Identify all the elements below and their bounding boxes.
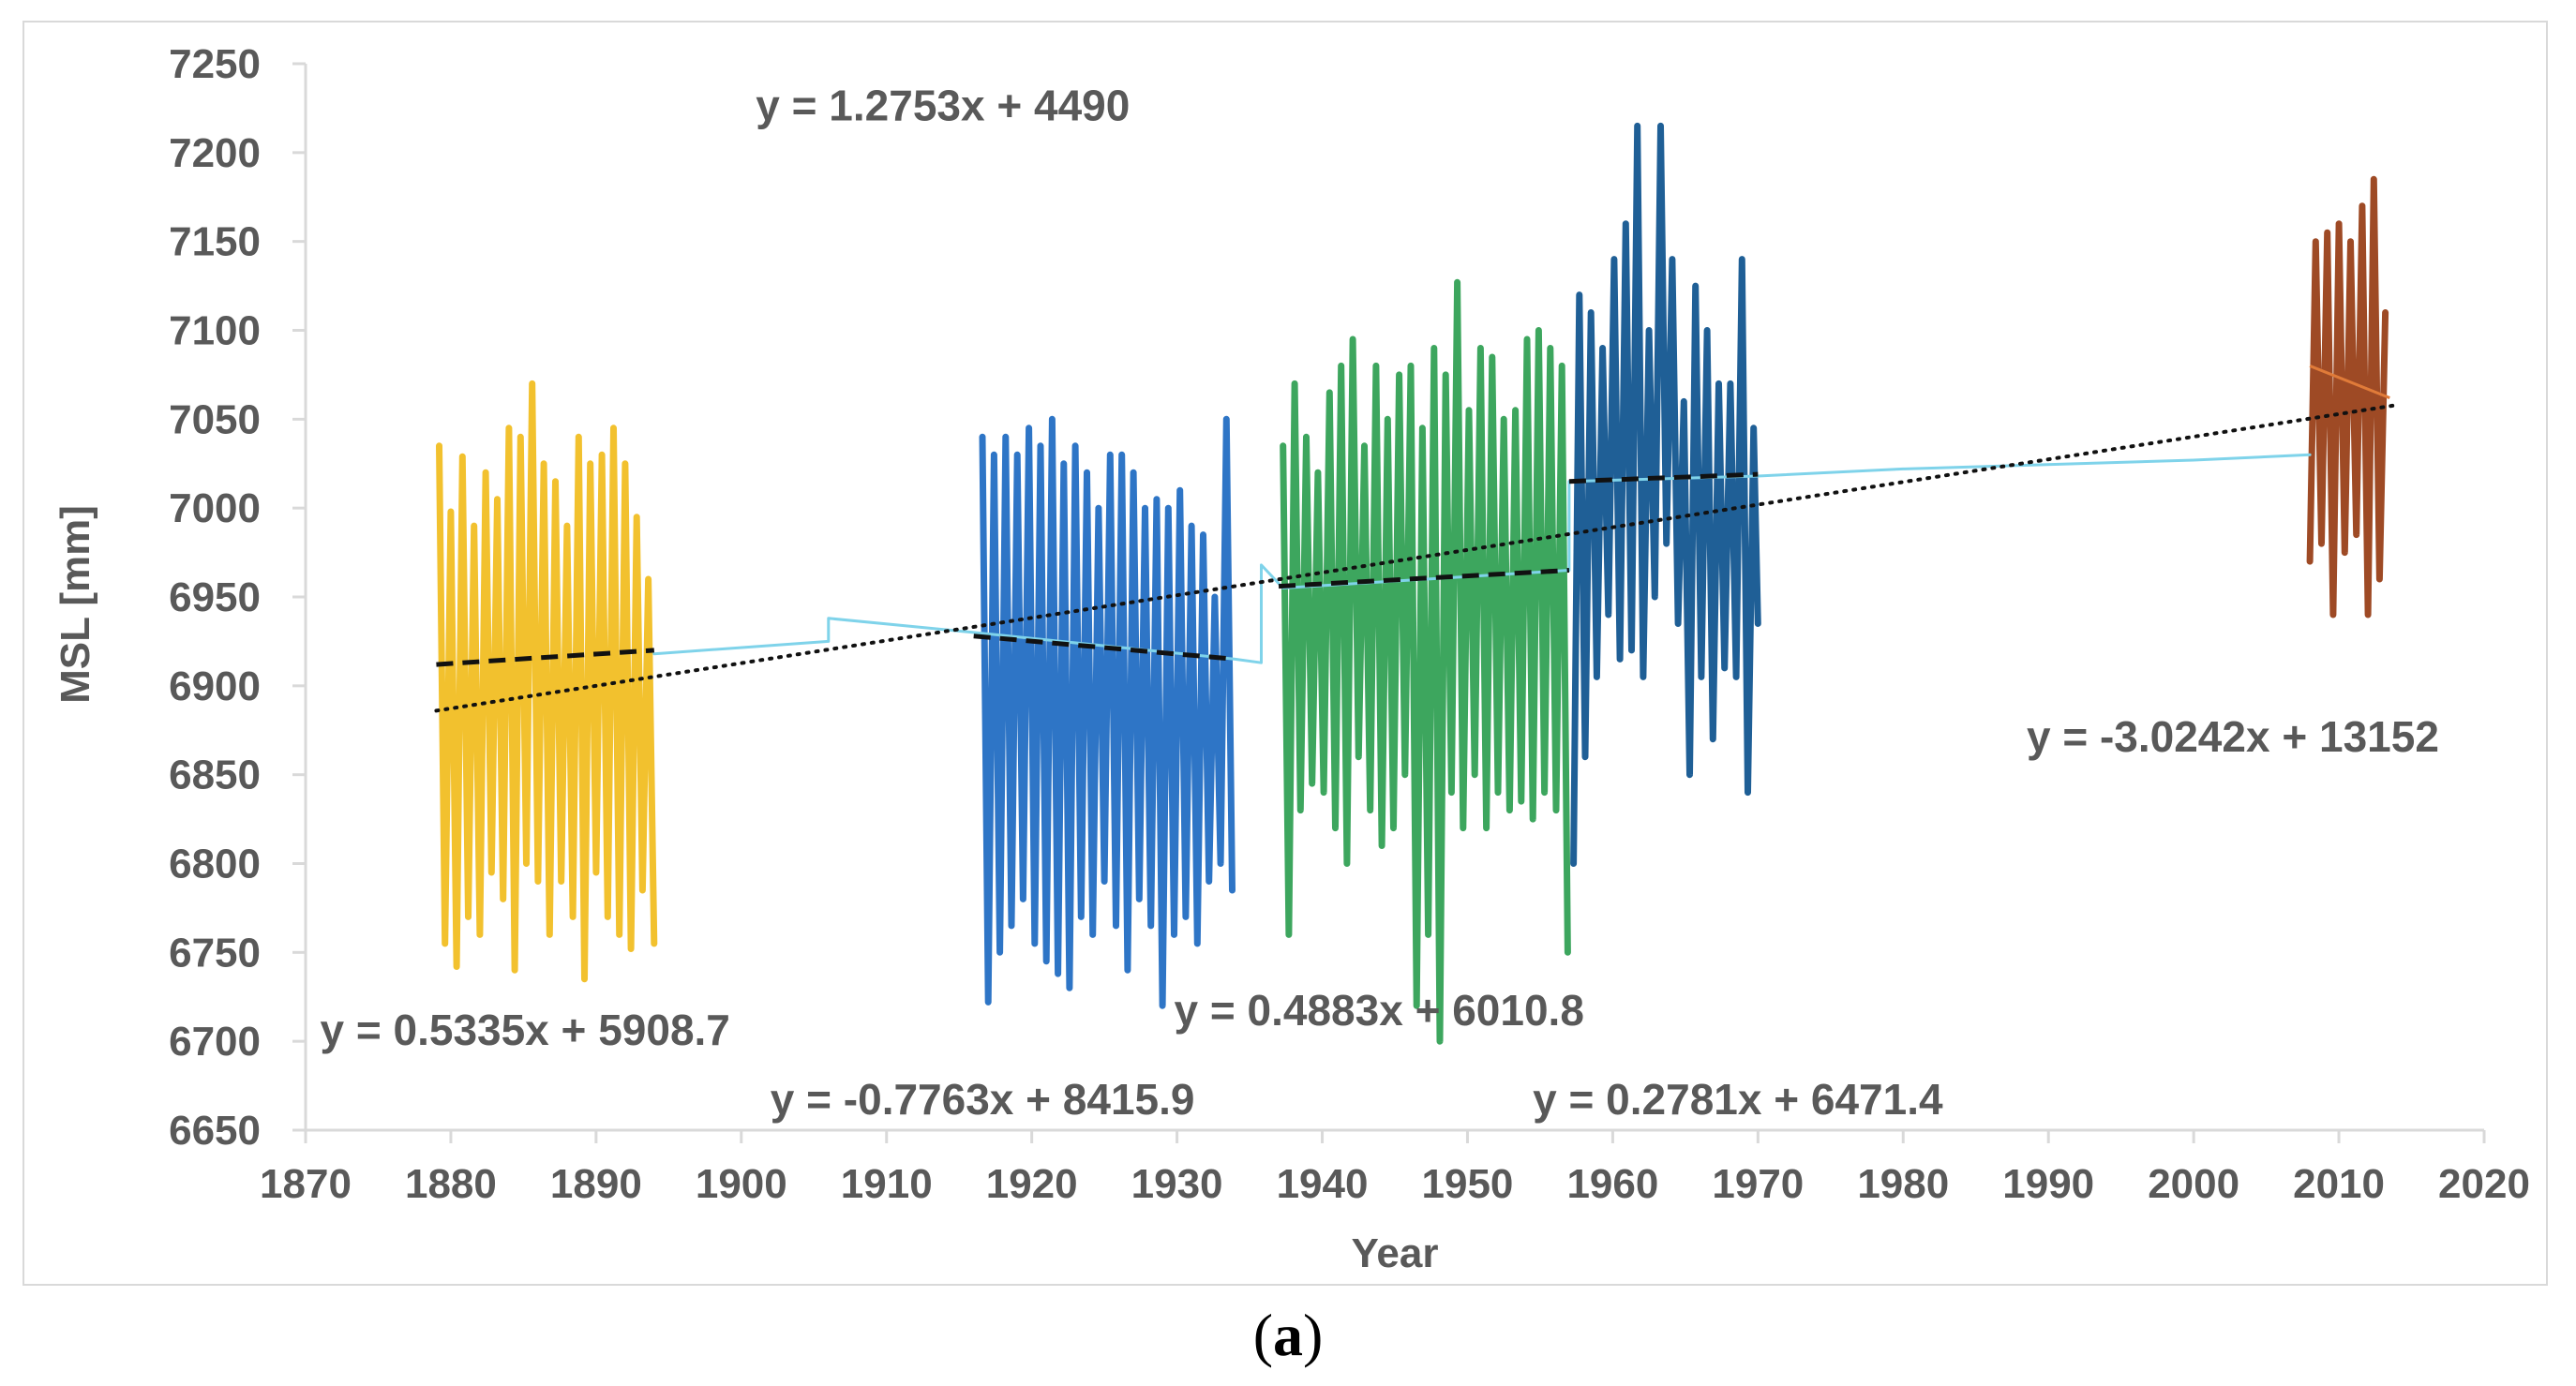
y-tick-label: 6750 <box>169 930 261 976</box>
series-line <box>979 415 1236 1009</box>
x-tick-label: 1880 <box>405 1161 497 1207</box>
x-axis-title: Year <box>1352 1230 1439 1276</box>
annotations: y = 1.2753x + 4490 y = 0.5335x + 5908.7 y … <box>320 82 2438 1124</box>
trend-equation: y = -0.7763x + 8415.9 <box>771 1075 1195 1124</box>
x-tick-label: 2000 <box>2148 1161 2239 1207</box>
trendline <box>2309 365 2390 399</box>
y-tick-label: 7050 <box>169 396 261 442</box>
trendline <box>434 403 2400 713</box>
x-tick-label: 1920 <box>986 1161 1078 1207</box>
trendline <box>436 648 655 667</box>
caption-letter: a <box>1273 1302 1303 1368</box>
x-tick-label: 1900 <box>696 1161 787 1207</box>
y-tick-label: 6700 <box>169 1019 261 1065</box>
caption-close: ) <box>1303 1302 1324 1368</box>
y-tick-label: 6950 <box>169 574 261 620</box>
trend-equation: y = 0.5335x + 5908.7 <box>320 1006 729 1054</box>
figure-caption: (a) <box>0 1301 2576 1370</box>
x-tick-label: 1870 <box>260 1161 352 1207</box>
chart: 6650 6700 6750 6800 6850 6900 6950 7000 7050 7100… <box>52 41 2530 1276</box>
y-tick-label: 7000 <box>169 485 261 531</box>
x-tick-label: 2020 <box>2438 1161 2530 1207</box>
trend-equation: y = 1.2753x + 4490 <box>756 82 1130 130</box>
x-tick-label: 1910 <box>841 1161 933 1207</box>
trend-equation: y = 0.4883x + 6010.8 <box>1175 986 1584 1035</box>
x-tick-label: 1940 <box>1277 1161 1369 1207</box>
y-tick-label: 7200 <box>169 130 261 176</box>
series-line <box>1570 122 1761 867</box>
series <box>436 122 2389 1045</box>
x-tick-label: 1970 <box>1712 1161 1804 1207</box>
y-tick-label: 6900 <box>169 663 261 709</box>
y-tick-label: 6650 <box>169 1108 261 1154</box>
x-tick-label: 1950 <box>1422 1161 1514 1207</box>
y-tick-label: 7100 <box>169 308 261 354</box>
trendline <box>1568 471 1759 484</box>
trendlines <box>434 365 2400 713</box>
trend-equation: y = 0.2781x + 6471.4 <box>1533 1075 1943 1124</box>
y-tick-label: 6800 <box>169 842 261 887</box>
y-tick-label: 7250 <box>169 41 261 87</box>
y-tick-label: 7150 <box>169 219 261 265</box>
trendline <box>1278 568 1570 589</box>
trend-equation: y = -3.0242x + 13152 <box>2027 712 2439 761</box>
x-tick-label: 1960 <box>1566 1161 1658 1207</box>
series-line <box>652 453 2312 664</box>
trendline <box>973 633 1236 662</box>
y-tick-label: 6850 <box>169 753 261 798</box>
series-line <box>2306 175 2389 618</box>
x-tick-label: 1930 <box>1131 1161 1223 1207</box>
x-tick-label: 1890 <box>550 1161 642 1207</box>
caption-open: ( <box>1252 1302 1273 1368</box>
x-tick-label: 1980 <box>1857 1161 1949 1207</box>
x-tick-label: 1990 <box>2002 1161 2094 1207</box>
series-line <box>1280 278 1571 1045</box>
x-tick-label: 2010 <box>2293 1161 2385 1207</box>
ticks: 6650 6700 6750 6800 6850 6900 6950 7000 7050 7100… <box>169 41 2530 1207</box>
y-axis-title: MSL [mm] <box>52 505 98 704</box>
series-line <box>436 380 658 983</box>
